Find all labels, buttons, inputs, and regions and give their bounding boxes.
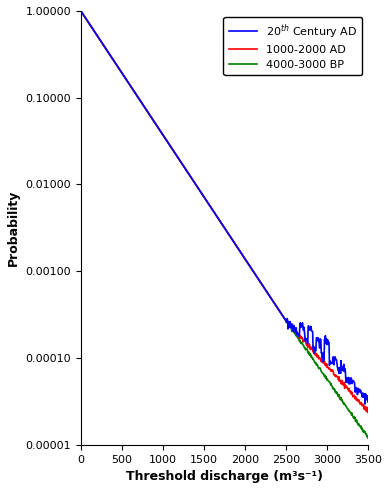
Y-axis label: Probability: Probability <box>7 190 20 266</box>
Legend: 20$^{th}$ Century AD, 1000-2000 AD, 4000-3000 BP: 20$^{th}$ Century AD, 1000-2000 AD, 4000… <box>223 17 363 75</box>
X-axis label: Threshold discharge (m³s⁻¹): Threshold discharge (m³s⁻¹) <box>126 470 323 483</box>
